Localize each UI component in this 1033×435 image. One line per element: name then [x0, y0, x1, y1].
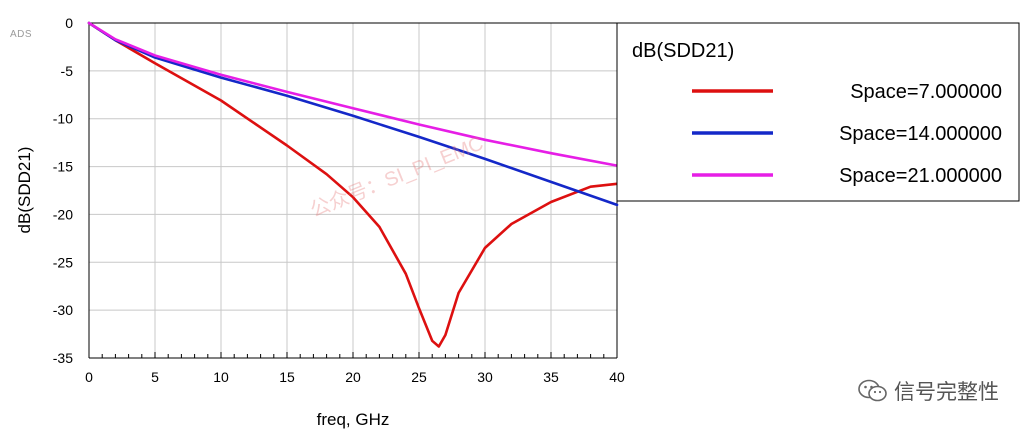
legend-entry-label: Space=7.000000 [850, 81, 1002, 103]
legend-entry-label: Space=21.000000 [839, 165, 1002, 187]
legend-title: dB(SDD21) [632, 40, 734, 62]
y-tick-label: -15 [53, 159, 73, 175]
chat-bubble-icon [858, 379, 887, 402]
x-tick-label: 5 [151, 369, 159, 385]
x-tick-label: 35 [543, 369, 559, 385]
legend: dB(SDD21) Space=7.000000 Space=14.000000 S… [616, 22, 1020, 202]
ticks: 0 5 10 15 20 25 30 35 40 0 -5 -10 -15 -20 -25 -30 -35 [53, 15, 625, 385]
legend-entry-label: Space=14.000000 [839, 123, 1002, 145]
y-tick-label: -10 [53, 111, 73, 127]
y-tick-label: -30 [53, 302, 73, 318]
ads-tag: ADS [10, 29, 33, 40]
grid [89, 23, 617, 358]
y-tick-label: -20 [53, 206, 73, 222]
x-tick-label: 20 [345, 369, 361, 385]
series-lines [87, 21, 619, 348]
brand: 信号完整性 [858, 376, 999, 406]
series-line [87, 21, 619, 207]
brand-label: 信号完整性 [894, 381, 999, 404]
x-tick-label: 15 [279, 369, 295, 385]
x-tick-label: 40 [609, 369, 625, 385]
y-tick-label: -5 [61, 63, 74, 79]
legend-box [616, 22, 1020, 202]
x-tick-label: 25 [411, 369, 427, 385]
y-axis-label: dB(SDD21) [15, 147, 34, 234]
x-tick-label: 0 [85, 369, 93, 385]
x-tick-label: 10 [213, 369, 229, 385]
y-tick-label: 0 [65, 15, 73, 31]
x-axis-label: freq, GHz [317, 410, 390, 429]
series-line [87, 21, 619, 348]
y-tick-label: -25 [53, 254, 73, 270]
series-line [87, 21, 619, 167]
x-tick-label: 30 [477, 369, 493, 385]
y-tick-label: -35 [53, 350, 73, 366]
